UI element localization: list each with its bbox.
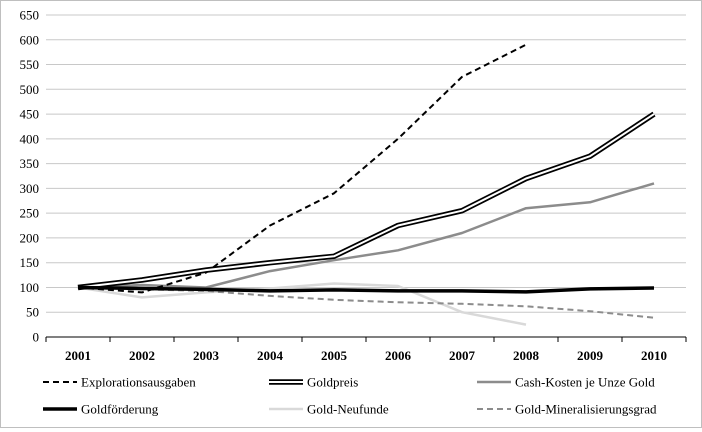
y-tick-label: 350 (20, 156, 40, 171)
x-tick-label: 2008 (513, 348, 540, 363)
x-tick-label: 2010 (641, 348, 667, 363)
x-tick-label: 2009 (577, 348, 604, 363)
legend-item: Goldförderung (43, 402, 159, 417)
legend-label: Goldpreis (307, 375, 358, 390)
x-tick-label: 2002 (129, 348, 155, 363)
series-line (77, 286, 655, 319)
y-tick-label: 200 (20, 230, 40, 245)
legend: Explorationsausgaben Goldpreis Cash-Kosten… (43, 375, 657, 417)
y-tick-label: 650 (20, 8, 40, 23)
y-tick-label: 250 (20, 206, 40, 221)
legend-label: Goldförderung (81, 402, 159, 417)
y-tick-label: 100 (20, 280, 40, 295)
y-tick-label: 50 (26, 305, 39, 320)
series-goldpreis (77, 111, 656, 291)
series-gold-neufunde (77, 282, 527, 326)
y-tick-label: 400 (20, 131, 40, 146)
series-line (77, 111, 656, 291)
legend-item: Gold-Neufunde (269, 402, 389, 417)
series-explorationsausgaben (77, 43, 527, 294)
x-tick-label: 2006 (385, 348, 412, 363)
x-tick-label: 2005 (321, 348, 348, 363)
y-tick-label: 300 (20, 181, 40, 196)
legend-label: Gold-Neufunde (307, 402, 389, 417)
series-line (77, 113, 655, 289)
y-axis-ticks: 0 50 100 150 200 250 300 350 400 450 500 550 600 650 (20, 8, 40, 345)
y-tick-label: 0 (33, 330, 40, 345)
y-tick-label: 150 (20, 255, 40, 270)
y-tick-label: 600 (20, 32, 40, 47)
series-line (77, 182, 655, 289)
y-tick-label: 500 (20, 82, 40, 97)
x-axis-ticks: 2001 2002 2003 2004 2005 2006 2007 2008 2009 2010 (45, 337, 687, 363)
legend-label: Explorationsausgaben (81, 375, 196, 390)
x-tick-label: 2004 (257, 348, 284, 363)
x-tick-label: 2003 (193, 348, 220, 363)
legend-item: Goldpreis (269, 375, 358, 390)
series-goldf-rderung (77, 285, 655, 294)
y-tick-label: 450 (20, 107, 40, 122)
legend-label: Gold-Mineralisierungsgrad (515, 402, 657, 417)
series-line (77, 43, 527, 294)
y-tick-label: 550 (20, 57, 40, 72)
legend-item: Cash-Kosten je Unze Gold (477, 375, 655, 390)
x-tick-label: 2007 (449, 348, 476, 363)
legend-label: Cash-Kosten je Unze Gold (515, 375, 655, 390)
legend-item: Explorationsausgaben (43, 375, 196, 390)
legend-item: Gold-Mineralisierungsgrad (477, 402, 657, 417)
series-line (77, 285, 655, 294)
series-lines (77, 43, 656, 326)
series-line (77, 282, 527, 326)
series-gold-mineralisierungsgrad (77, 286, 655, 319)
x-tick-label: 2001 (65, 348, 91, 363)
series-cash-kosten-je-unze-gold (77, 182, 655, 289)
